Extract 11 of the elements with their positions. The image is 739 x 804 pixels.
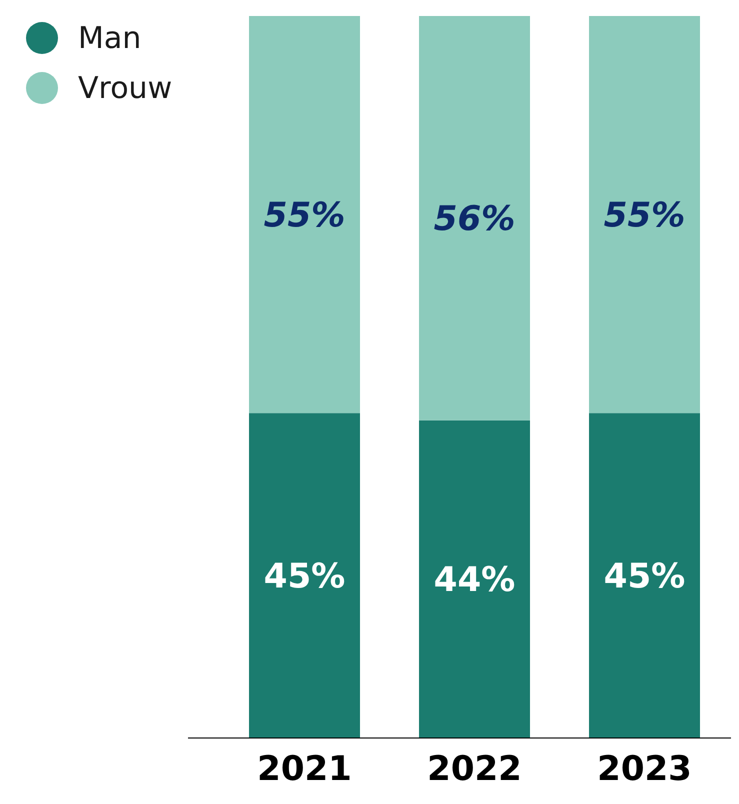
legend-label: Man [78,21,142,56]
data-label: 44% [434,560,516,600]
data-label: 55% [264,196,346,236]
x-tick-label: 2023 [597,749,692,789]
data-label: 56% [434,199,516,240]
data-label: 45% [264,556,346,597]
data-label: 55% [604,196,686,236]
x-tick-label: 2021 [257,749,352,789]
x-tick-label: 2022 [427,749,522,789]
data-label: 45% [604,556,686,597]
legend-label: Vrouw [78,71,172,106]
